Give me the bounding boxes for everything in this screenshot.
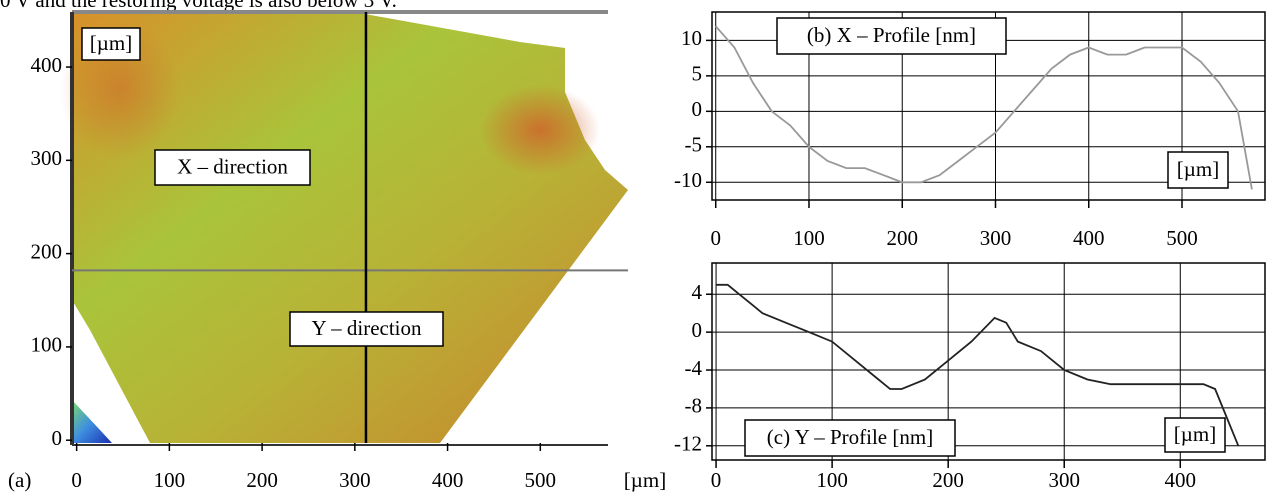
map-highlight <box>480 85 600 175</box>
y-tick-label: 0 <box>52 426 63 450</box>
height-map <box>60 10 628 446</box>
x-tick-label: 400 <box>1073 226 1105 250</box>
x-tick-label: 400 <box>432 468 464 492</box>
y-tick-label: 10 <box>681 26 702 50</box>
x-tick-label: 0 <box>710 226 721 250</box>
y-tick-label: -4 <box>685 356 703 380</box>
x-axis-label: [µm] <box>624 468 666 492</box>
annotation: (c) Y – Profile [nm] <box>767 425 933 449</box>
map-low-region <box>72 400 112 443</box>
x-tick-label: 300 <box>1048 468 1080 492</box>
annotation: X – direction <box>177 154 288 178</box>
profile-line <box>715 25 1253 190</box>
y-tick-label: -8 <box>685 394 703 418</box>
y-tick-label: 0 <box>692 97 703 121</box>
x-tick-label: 200 <box>932 468 964 492</box>
y-tick-label: 100 <box>31 333 63 357</box>
profile-line <box>716 283 1240 447</box>
x-tick-label: 500 <box>1166 226 1198 250</box>
annotation-box <box>289 311 444 347</box>
y-tick-label: -10 <box>674 168 702 192</box>
x-tick-label: 500 <box>525 468 557 492</box>
annotation: [µm] <box>1174 422 1216 446</box>
annotation: (b) X – Profile [nm] <box>807 23 976 47</box>
x-tick-label: 100 <box>816 468 848 492</box>
x-tick-label: 0 <box>71 468 82 492</box>
y-tick-label: 4 <box>692 280 703 304</box>
y-tick-label: 5 <box>692 62 703 86</box>
x-tick-label: 100 <box>793 226 825 250</box>
x-tick-label: 100 <box>154 468 186 492</box>
annotation-box <box>1164 417 1226 453</box>
x-tick-label: 300 <box>980 226 1012 250</box>
y-tick-label: -12 <box>674 432 702 456</box>
x-tick-label: 400 <box>1165 468 1197 492</box>
y-tick-label: 300 <box>31 146 63 170</box>
annotation: Y – direction <box>311 316 422 340</box>
x-tick-label: 0 <box>711 468 722 492</box>
annotation-box <box>744 419 956 457</box>
annotation-box <box>776 17 1007 55</box>
y-tick-label: 400 <box>31 53 63 77</box>
y-tick-label: 0 <box>692 318 703 342</box>
annotation-box <box>81 27 141 61</box>
y-tick-label: -5 <box>685 133 703 157</box>
annotation: [µm] <box>90 31 132 55</box>
x-tick-label: 300 <box>339 468 371 492</box>
map-void <box>72 300 150 443</box>
x-tick-label: 200 <box>886 226 918 250</box>
panel-label: (a) <box>8 468 31 492</box>
annotation-box <box>1167 151 1229 189</box>
annotation: [µm] <box>1177 157 1219 181</box>
caption-fragment: 0 V and the restoring voltage is also be… <box>0 0 397 12</box>
annotation-box <box>154 149 311 186</box>
x-tick-label: 200 <box>246 468 278 492</box>
y-tick-label: 200 <box>31 239 63 263</box>
